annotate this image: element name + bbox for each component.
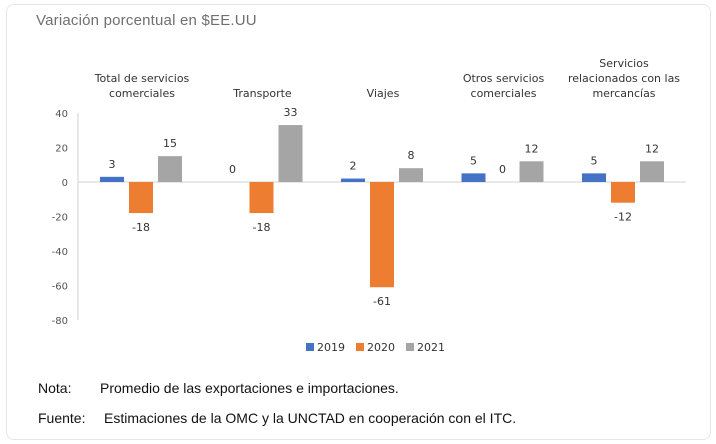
- category-label: Transporte: [232, 87, 292, 100]
- data-label-2020: -18: [132, 221, 150, 234]
- y-tick-label: -60: [52, 282, 68, 293]
- data-label-2021: 12: [525, 142, 539, 155]
- legend-label-2021: 2021: [417, 341, 445, 354]
- category-label: relacionados con las: [568, 72, 680, 85]
- bar-2021: [278, 125, 303, 182]
- bar-2021: [640, 161, 664, 182]
- data-label-2019: 2: [350, 160, 357, 173]
- chart-title: Variación porcentual en $EE.UU: [36, 12, 257, 29]
- source-text: Estimaciones de la OMC y la UNCTAD en co…: [104, 410, 517, 426]
- category-label: Otros servicios: [463, 72, 545, 85]
- legend-swatch-2021: [406, 343, 414, 351]
- data-label-2020: -18: [253, 221, 271, 234]
- data-label-2020: -12: [614, 211, 632, 224]
- bar-2019: [100, 176, 124, 182]
- data-label-2021: 12: [645, 142, 659, 155]
- source: Fuente: Estimaciones de la OMC y la UNCTA…: [38, 410, 516, 426]
- data-label-2021: 33: [284, 106, 298, 119]
- legend-label-2020: 2020: [367, 341, 395, 354]
- data-label-2021: 8: [408, 149, 415, 162]
- bar-2021: [519, 161, 544, 182]
- bar-2020: [370, 182, 394, 288]
- y-tick-label: -80: [52, 316, 68, 327]
- y-tick-label: -20: [52, 213, 68, 224]
- legend-label-2019: 2019: [317, 341, 345, 354]
- legend-swatch-2020: [356, 343, 364, 351]
- category-label: Servicios: [599, 57, 649, 70]
- data-label-2019: 5: [591, 154, 598, 167]
- data-label-2020: 0: [499, 163, 506, 176]
- y-tick-label: -40: [52, 247, 68, 258]
- category-label: Total de servicios: [94, 72, 190, 85]
- y-tick-label: 0: [62, 178, 68, 189]
- data-label-2019: 5: [470, 154, 477, 167]
- note-text: Promedio de las exportaciones e importac…: [100, 380, 399, 396]
- data-label-2019: 0: [229, 163, 236, 176]
- data-label-2019: 3: [109, 158, 116, 171]
- category-label: mercancías: [592, 87, 655, 100]
- y-tick-label: 40: [55, 109, 68, 120]
- bar-2021: [158, 156, 182, 182]
- legend-swatch-2019: [306, 343, 314, 351]
- data-label-2020: -61: [373, 295, 391, 308]
- category-label: Viajes: [367, 87, 400, 100]
- bar-2020: [611, 182, 635, 203]
- data-label-2021: 15: [163, 137, 177, 150]
- note: Nota: Promedio de las exportaciones e imp…: [38, 380, 399, 396]
- bar-2020: [249, 182, 274, 214]
- bar-2019: [582, 173, 606, 182]
- bar-2019: [341, 178, 365, 182]
- category-label: comerciales: [109, 87, 175, 100]
- y-tick-label: 20: [55, 144, 68, 155]
- source-label: Fuente:: [38, 410, 86, 426]
- chart-card: [6, 4, 711, 440]
- category-label: comerciales: [471, 87, 537, 100]
- bar-2021: [399, 168, 423, 182]
- bar-2019: [461, 173, 486, 182]
- note-label: Nota:: [38, 380, 72, 396]
- bar-2020: [129, 182, 153, 214]
